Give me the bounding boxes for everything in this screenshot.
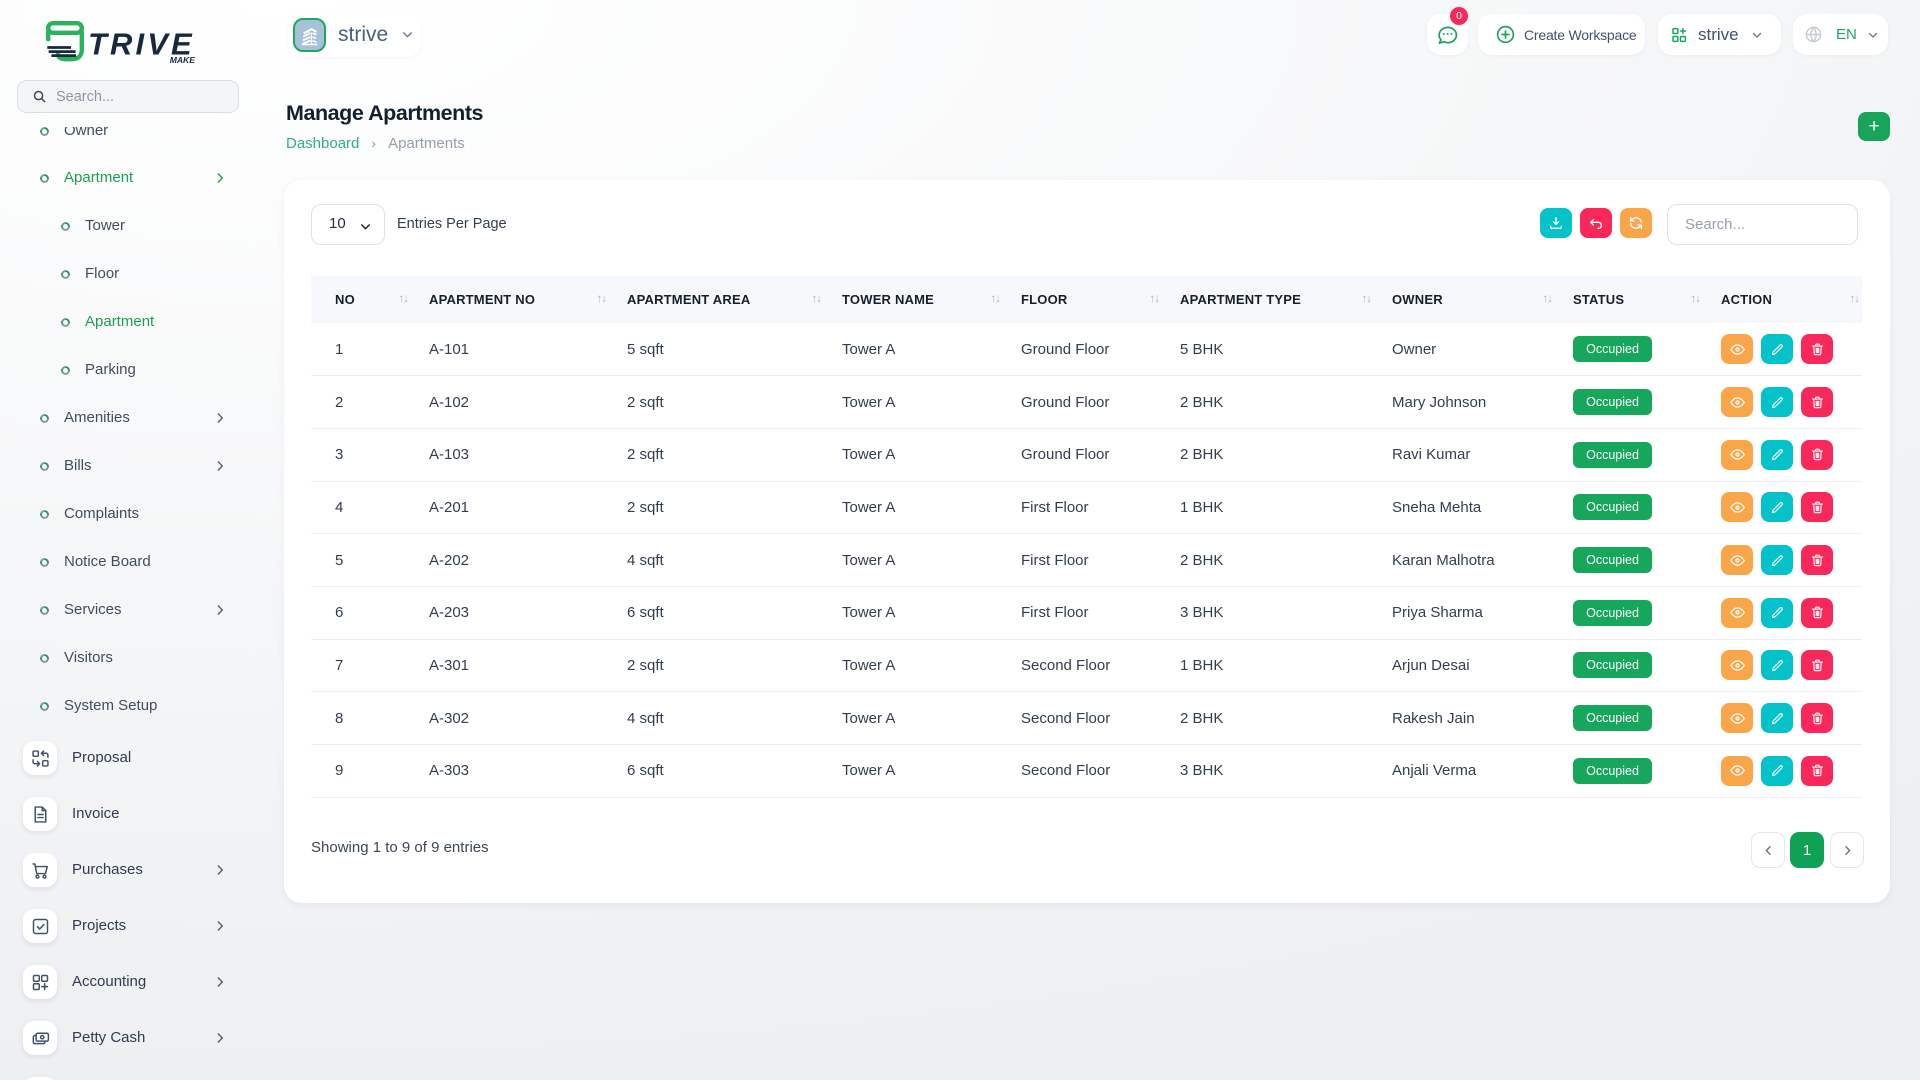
svg-text:MAKE: MAKE bbox=[170, 55, 196, 65]
svg-text:TRIVE: TRIVE bbox=[88, 27, 195, 62]
